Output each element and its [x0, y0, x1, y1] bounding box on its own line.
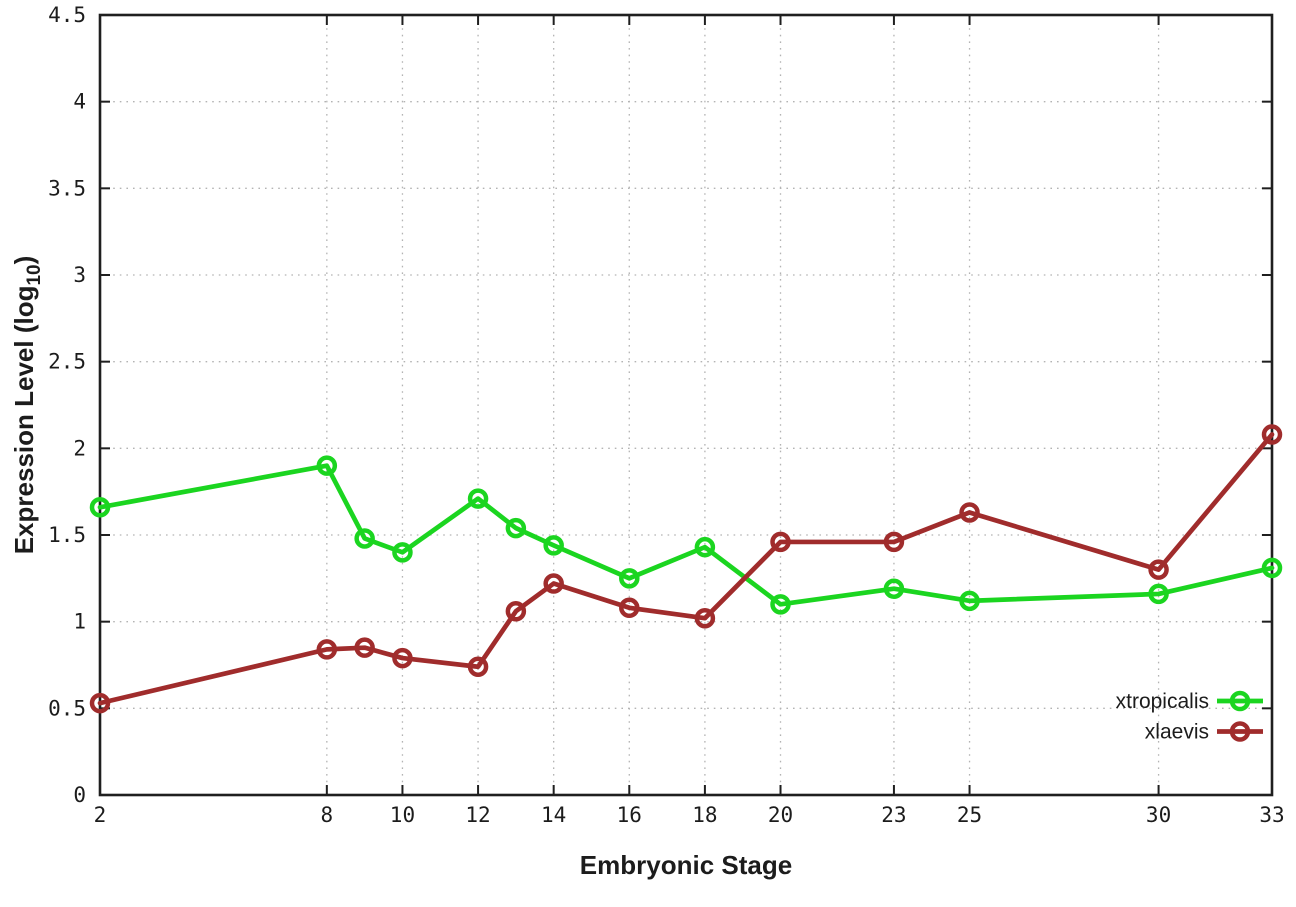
- series-marker-xlaevis: [1261, 424, 1283, 445]
- series-marker-xtropicalis: [883, 578, 905, 599]
- y-tick-label: 4.5: [48, 3, 86, 27]
- series-marker-xlaevis: [619, 597, 640, 619]
- x-tick-label: 30: [1146, 803, 1171, 827]
- x-tick-label: 20: [768, 803, 793, 827]
- series-marker-xlaevis: [1148, 559, 1169, 580]
- series-marker-xtropicalis: [354, 528, 375, 549]
- series-marker-xtropicalis: [392, 542, 413, 563]
- series-marker-xtropicalis: [89, 497, 111, 518]
- series-marker-xlaevis: [505, 601, 527, 622]
- x-tick-label: 33: [1259, 803, 1284, 827]
- x-tick-label: 16: [617, 803, 642, 827]
- series-marker-xlaevis: [354, 637, 375, 658]
- series-line-xtropicalis: [97, 463, 1275, 607]
- y-tick-label: 0: [73, 783, 86, 807]
- series-marker-xlaevis: [392, 647, 413, 669]
- y-tick-label: 1: [73, 610, 86, 634]
- series-marker-xlaevis: [543, 573, 564, 594]
- series-marker-xtropicalis: [694, 536, 716, 558]
- y-tick-label: 3.5: [48, 176, 86, 200]
- series-marker-xlaevis: [89, 692, 111, 714]
- series-marker-xlaevis: [959, 502, 980, 523]
- series-marker-xlaevis: [694, 607, 716, 629]
- legend-marker-xtropicalis: [1229, 690, 1251, 712]
- y-tick-label: 2.5: [48, 350, 86, 374]
- series-marker-xtropicalis: [770, 594, 791, 615]
- series-marker-xtropicalis: [467, 488, 489, 509]
- x-tick-label: 12: [465, 803, 490, 827]
- series-marker-xtropicalis: [1148, 583, 1169, 605]
- y-tick-label: 2: [73, 436, 86, 460]
- series-marker-xtropicalis: [1261, 557, 1283, 579]
- x-tick-label: 14: [541, 803, 566, 827]
- series-marker-xtropicalis: [959, 590, 980, 612]
- series-marker-xtropicalis: [316, 455, 338, 476]
- series-marker-xlaevis: [770, 531, 791, 553]
- series-marker-xtropicalis: [619, 568, 640, 589]
- series-marker-xtropicalis: [505, 517, 527, 539]
- y-tick-label: 3: [73, 263, 86, 287]
- legend-label-xtropicalis: xtropicalis: [1116, 690, 1209, 713]
- series-marker-xlaevis: [883, 531, 905, 553]
- plot-border: [98, 13, 1274, 797]
- x-tick-label: 10: [390, 803, 415, 827]
- series-marker-xlaevis: [316, 639, 338, 660]
- x-tick-label: 2: [94, 803, 107, 827]
- y-axis-title: Expression Level (log10): [9, 256, 45, 555]
- x-tick-label: 23: [881, 803, 906, 827]
- x-tick-label: 18: [692, 803, 717, 827]
- series-marker-xtropicalis: [543, 535, 564, 556]
- y-tick-label: 4: [73, 90, 86, 114]
- y-tick-label: 0.5: [48, 696, 86, 720]
- legend-label-xlaevis: xlaevis: [1145, 721, 1209, 744]
- series-marker-xlaevis: [467, 656, 489, 677]
- legend-marker-xlaevis: [1229, 721, 1251, 742]
- x-tick-label: 8: [321, 803, 334, 827]
- y-tick-label: 1.5: [48, 523, 86, 547]
- x-tick-label: 25: [957, 803, 982, 827]
- x-axis-title: Embryonic Stage: [580, 850, 792, 880]
